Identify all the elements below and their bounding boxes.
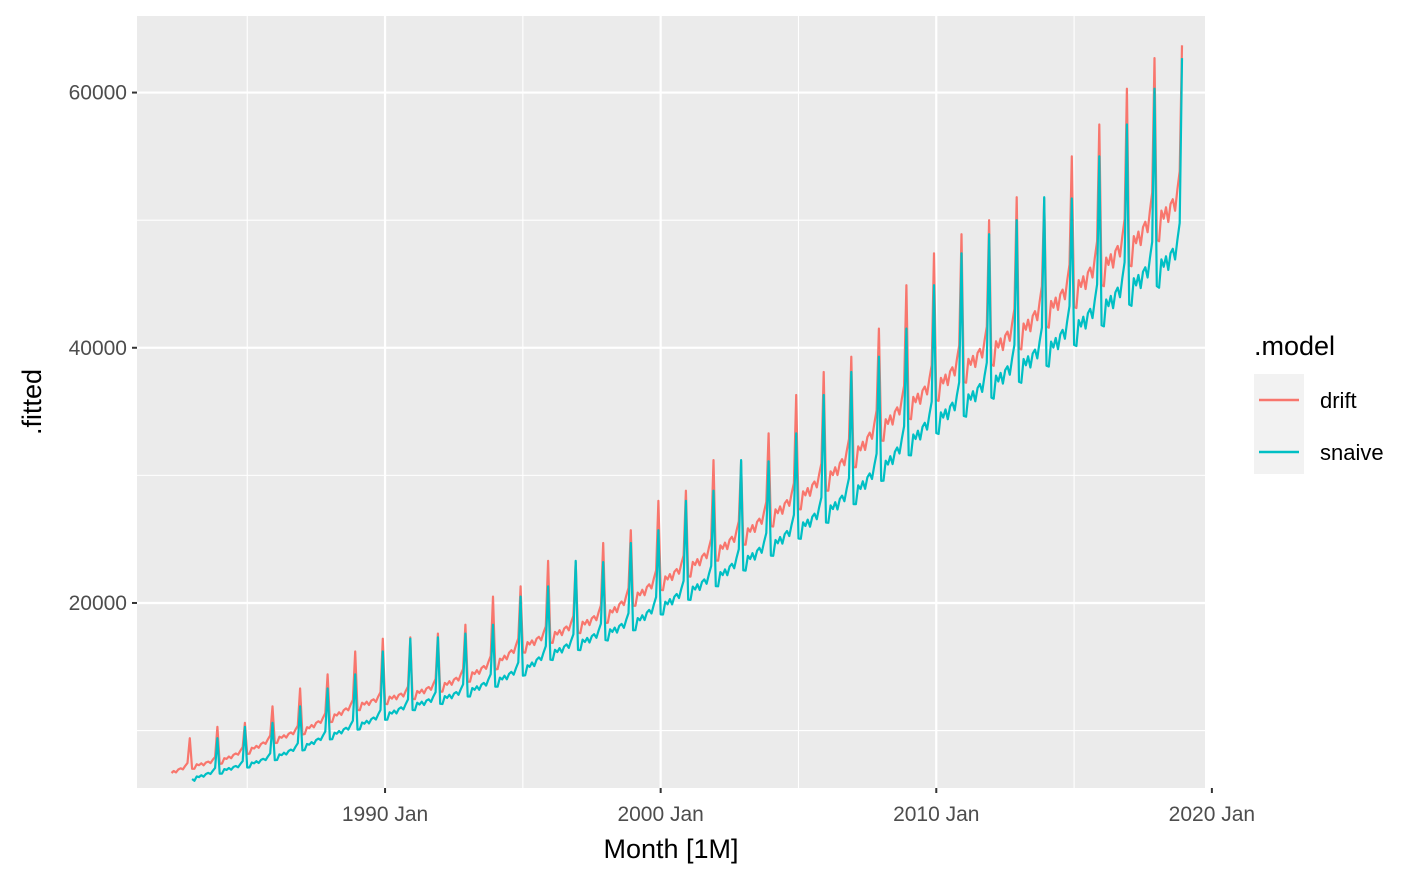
minor-gridlines	[137, 16, 1205, 788]
series-line-drift	[170, 45, 1184, 774]
x-tick-label: 2000 Jan	[617, 803, 703, 826]
y-tick-label: 20000	[69, 592, 127, 615]
y-tick-label: 60000	[69, 82, 127, 105]
legend: .model drift snaive	[1254, 331, 1384, 474]
x-tick-label: 2010 Jan	[893, 803, 979, 826]
series-line-snaive	[191, 58, 1184, 782]
legend-key-background	[1254, 374, 1304, 474]
legend-label-snaive: snaive	[1320, 440, 1384, 465]
x-tick-label: 1990 Jan	[342, 803, 428, 826]
x-axis-title: Month [1M]	[603, 834, 738, 864]
y-axis: 20000 40000 60000	[69, 82, 137, 615]
y-axis-title: .fitted	[17, 369, 47, 435]
x-axis: 1990 Jan 2000 Jan 2010 Jan 2020 Jan	[342, 788, 1255, 826]
y-tick-label: 40000	[69, 337, 127, 360]
plot-panel	[137, 16, 1205, 788]
x-tick-label: 2020 Jan	[1169, 803, 1255, 826]
series-lines	[170, 45, 1184, 782]
legend-title: .model	[1254, 331, 1335, 361]
legend-label-drift: drift	[1320, 388, 1357, 413]
